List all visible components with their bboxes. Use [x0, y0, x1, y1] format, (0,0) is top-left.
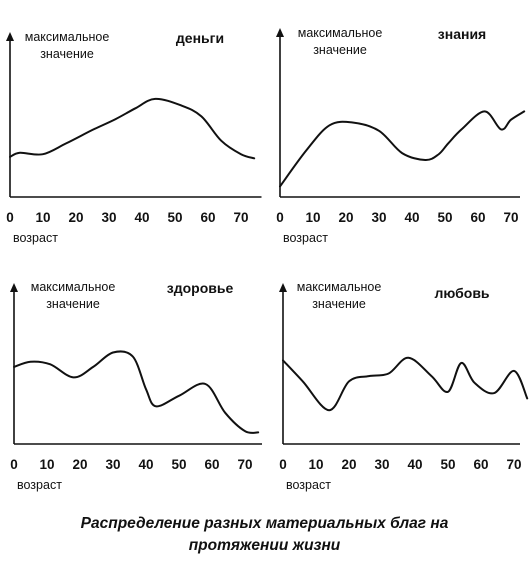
- chart-panel-4: максимальное значение любовь 0 10 20 30 40 50 60 7…: [279, 280, 529, 492]
- y-axis-arrow: [279, 283, 287, 292]
- x-axis-label: возраст: [286, 478, 331, 492]
- y-axis-label: значение: [313, 43, 367, 57]
- x-tick-label: 40: [404, 210, 419, 225]
- x-axis-label: возраст: [13, 231, 58, 245]
- chart-title: деньги: [176, 30, 224, 46]
- x-tick-label: 0: [279, 457, 287, 472]
- chart-title: любовь: [434, 285, 489, 301]
- x-tick-label: 20: [68, 210, 83, 225]
- caption-line-2: протяжении жизни: [188, 537, 341, 554]
- x-tick-label: 0: [6, 210, 14, 225]
- series-line: [13, 350, 260, 434]
- series-line: [9, 97, 256, 160]
- chart-title: здоровье: [167, 280, 234, 296]
- caption-line-1: Распределение разных материальных благ н…: [80, 515, 449, 532]
- chart-panel-3: максимальное значение здоровье 0 10 20 30 40 50 6…: [10, 280, 262, 492]
- chart-title: знания: [438, 26, 486, 42]
- x-tick-label: 70: [506, 457, 521, 472]
- chart-panel-2: максимальное значение знания 0 10 20 30 40 50 60 7…: [276, 26, 526, 245]
- x-tick-label: 30: [371, 210, 386, 225]
- x-tick-label: 40: [134, 210, 149, 225]
- y-axis-label: значение: [312, 297, 366, 311]
- chart-panel-1: максимальное значение деньги 0 10 20 30 40 50 60 7…: [6, 30, 262, 245]
- y-axis-label: максимальное: [31, 280, 116, 294]
- x-tick-label: 60: [470, 210, 485, 225]
- series-line: [282, 356, 529, 412]
- x-tick-label: 50: [167, 210, 182, 225]
- y-axis-arrow: [276, 28, 284, 37]
- x-tick-label: 50: [171, 457, 186, 472]
- x-tick-label: 60: [473, 457, 488, 472]
- x-tick-label: 10: [305, 210, 320, 225]
- series-line: [279, 110, 526, 188]
- x-tick-label: 0: [10, 457, 18, 472]
- x-tick-label: 50: [437, 210, 452, 225]
- x-tick-label: 10: [39, 457, 54, 472]
- y-axis-label: максимальное: [25, 30, 110, 44]
- x-tick-label: 0: [276, 210, 284, 225]
- x-tick-label: 60: [204, 457, 219, 472]
- x-tick-label: 70: [237, 457, 252, 472]
- y-axis-label: значение: [46, 297, 100, 311]
- x-tick-label: 10: [308, 457, 323, 472]
- x-tick-label: 10: [35, 210, 50, 225]
- x-tick-label: 30: [101, 210, 116, 225]
- y-axis-label: максимальное: [297, 280, 382, 294]
- x-tick-label: 30: [374, 457, 389, 472]
- x-tick-label: 70: [503, 210, 518, 225]
- y-axis-label: максимальное: [298, 26, 383, 40]
- x-tick-label: 40: [407, 457, 422, 472]
- x-tick-label: 70: [233, 210, 248, 225]
- x-tick-label: 20: [72, 457, 87, 472]
- x-tick-label: 50: [440, 457, 455, 472]
- y-axis-label: значение: [40, 47, 94, 61]
- x-tick-label: 40: [138, 457, 153, 472]
- y-axis-arrow: [6, 32, 14, 41]
- x-tick-label: 30: [105, 457, 120, 472]
- y-axis-arrow: [10, 283, 18, 292]
- x-axis-label: возраст: [17, 478, 62, 492]
- x-axis-label: возраст: [283, 231, 328, 245]
- x-tick-label: 20: [338, 210, 353, 225]
- x-tick-label: 20: [341, 457, 356, 472]
- x-tick-label: 60: [200, 210, 215, 225]
